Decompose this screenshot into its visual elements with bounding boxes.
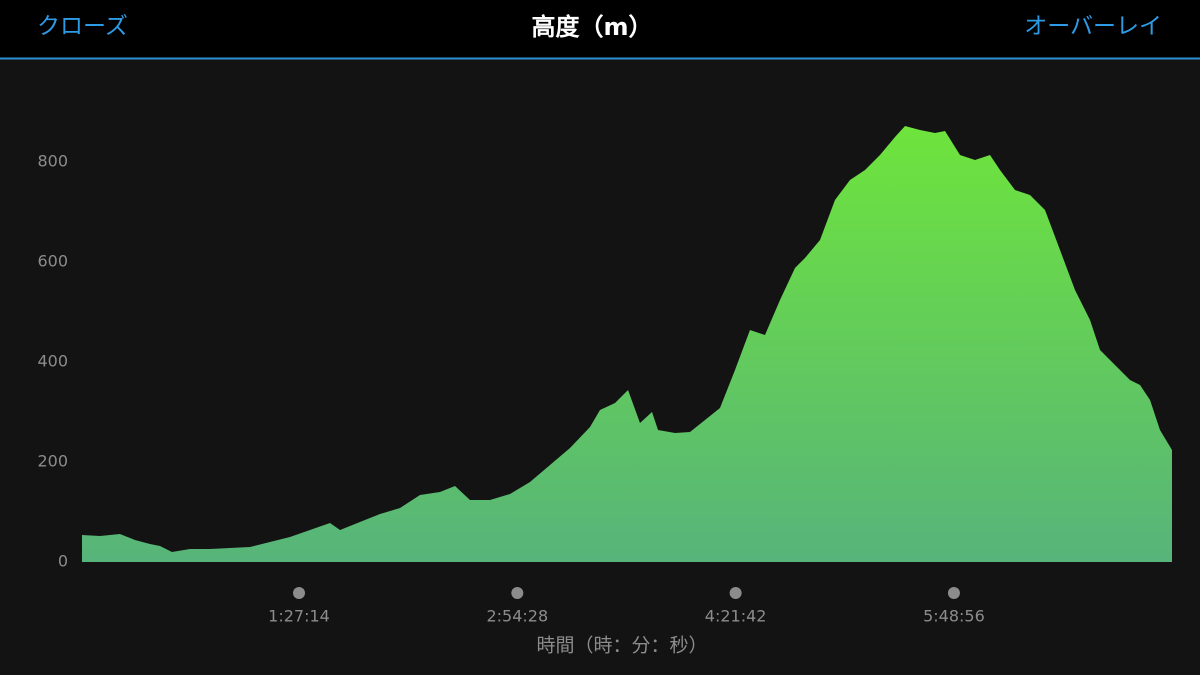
y-tick-label: 400 [37,352,68,371]
overlay-button[interactable]: オーバーレイ [1024,14,1162,40]
x-tick-label: 2:54:28 [486,607,548,626]
x-axis-label: 時間（時：分：秒） [536,635,707,657]
y-tick-label: 600 [37,252,68,271]
x-tick-label: 4:21:42 [705,607,767,626]
header-bar [0,0,1200,58]
chart-title: 高度（m） [531,13,652,41]
x-tick-dot [947,587,960,599]
elevation-area [81,126,1172,562]
x-tick-dot [293,587,306,599]
x-tick-dot [729,587,742,599]
y-tick-label: 200 [37,452,68,471]
x-tick-label: 1:27:14 [268,607,330,626]
x-tick-dot [511,587,524,599]
x-tick-label: 5:48:56 [923,607,985,626]
close-button[interactable]: クローズ [37,14,128,40]
y-tick-label: 0 [58,552,68,571]
y-tick-label: 800 [37,152,68,171]
